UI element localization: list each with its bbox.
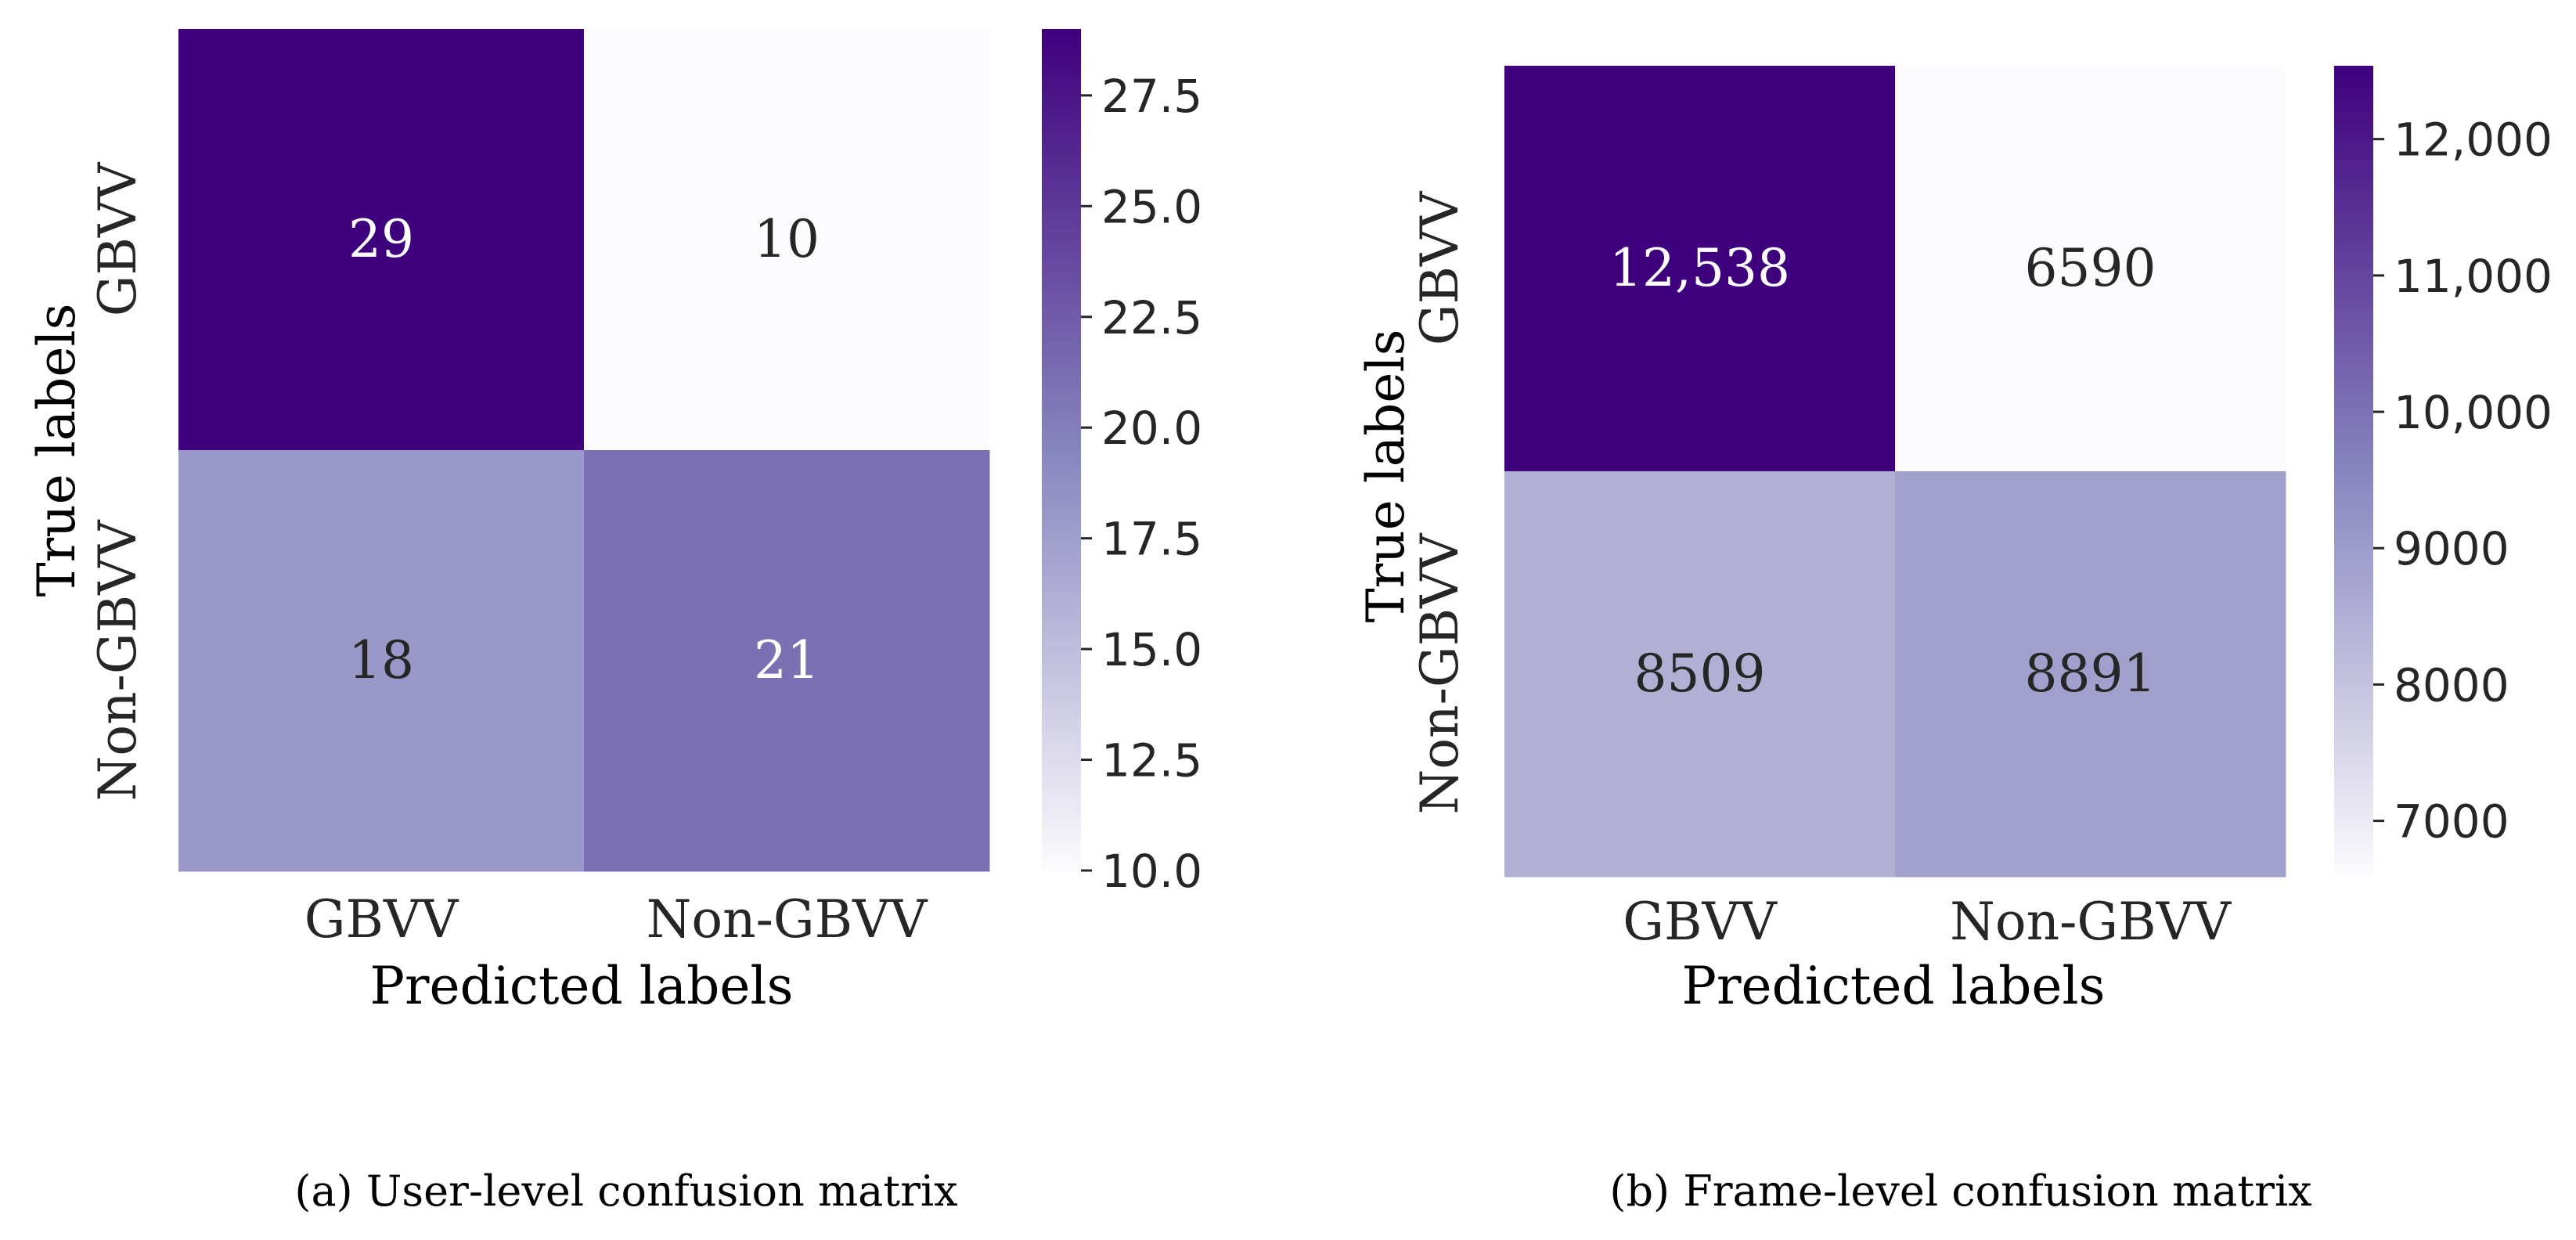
cell-value: 21 [754, 630, 820, 690]
y-tick-label: Non-GBVV [88, 519, 148, 801]
colorbar-ticks: 10.0 12.5 15.0 17.5 20.0 22.5 25.0 27.5 [1081, 70, 1202, 898]
colorbar-tick-label: 7000 [2394, 795, 2509, 849]
y-tick-label: GBVV [1410, 190, 1470, 345]
confusion-matrix-frame-level: 12,538 6590 8509 8891 GBVV Non-GBVV GBVV Non-… [1356, 66, 2553, 1216]
colorbar-tick-label: 9000 [2394, 522, 2509, 575]
colorbar-tick-label: 22.5 [1101, 291, 1202, 344]
colorbar-tick-label: 8000 [2394, 658, 2509, 712]
y-tick-labels: GBVV Non-GBVV [1410, 190, 1470, 814]
heatmap-cell [584, 29, 990, 451]
x-tick-label: GBVV [1623, 892, 1778, 952]
y-axis-label: True labels [27, 304, 87, 597]
cell-value: 6590 [2025, 238, 2156, 298]
colorbar: 10.0 12.5 15.0 17.5 20.0 22.5 25.0 27.5 [1042, 29, 1202, 898]
colorbar-tick-label: 10.0 [1101, 845, 1202, 898]
y-axis-label: True labels [1356, 330, 1416, 623]
colorbar-tick-label: 11,000 [2394, 250, 2553, 303]
cell-value: 8509 [1634, 643, 1766, 704]
colorbar-tick-label: 17.5 [1101, 513, 1202, 566]
confusion-matrix-user-level: 29 10 18 21 GBVV Non-GBVV GBVV Non-GBVV Predi… [27, 29, 1202, 1216]
colorbar-tick-label: 15.0 [1101, 623, 1202, 676]
caption: (a) User-level confusion matrix [294, 1166, 957, 1216]
heatmap-cell [584, 450, 990, 872]
cell-value: 10 [754, 209, 820, 269]
heatmap-cell [178, 29, 585, 451]
y-tick-label: GBVV [88, 161, 148, 316]
x-tick-label: Non-GBVV [1950, 892, 2232, 952]
heatmap-cell [1895, 471, 2286, 878]
cell-value: 8891 [2025, 643, 2156, 704]
colorbar-tick-label: 10,000 [2394, 386, 2553, 439]
colorbar-ticks: 7000 8000 9000 10,000 11,000 12,000 [2373, 114, 2553, 849]
x-tick-labels: GBVV Non-GBVV [1623, 892, 2232, 952]
colorbar-tick-label: 27.5 [1101, 70, 1202, 123]
cell-labels: 12,538 6590 8509 8891 [1609, 238, 2156, 704]
cell-value: 18 [348, 630, 414, 690]
x-tick-label: Non-GBVV [647, 889, 928, 950]
colorbar-gradient [2334, 66, 2373, 877]
caption: (b) Frame-level confusion matrix [1609, 1166, 2311, 1216]
colorbar: 7000 8000 9000 10,000 11,000 12,000 [2334, 66, 2553, 877]
colorbar-tick-label: 25.0 [1101, 180, 1202, 233]
colorbar-tick-label: 12,000 [2394, 114, 2553, 167]
heatmap-cell [1895, 66, 2286, 472]
x-axis-label: Predicted labels [1682, 956, 2106, 1016]
cell-value: 12,538 [1609, 238, 1790, 298]
colorbar-gradient [1042, 29, 1081, 871]
cell-value: 29 [348, 209, 414, 269]
heatmap-cell [178, 450, 585, 872]
colorbar-tick-label: 12.5 [1101, 734, 1202, 788]
cell-labels: 29 10 18 21 [348, 209, 820, 690]
heatmap-cell [1504, 66, 1896, 472]
y-tick-label: Non-GBVV [1410, 532, 1470, 814]
heatmap-cells [178, 29, 990, 872]
x-axis-label: Predicted labels [370, 956, 794, 1016]
x-tick-labels: GBVV Non-GBVV [304, 889, 928, 950]
x-tick-label: GBVV [304, 889, 459, 950]
y-tick-labels: GBVV Non-GBVV [88, 161, 148, 801]
colorbar-tick-label: 20.0 [1101, 402, 1202, 455]
heatmap-cell [1504, 471, 1896, 878]
heatmap-cells [1504, 66, 2286, 878]
